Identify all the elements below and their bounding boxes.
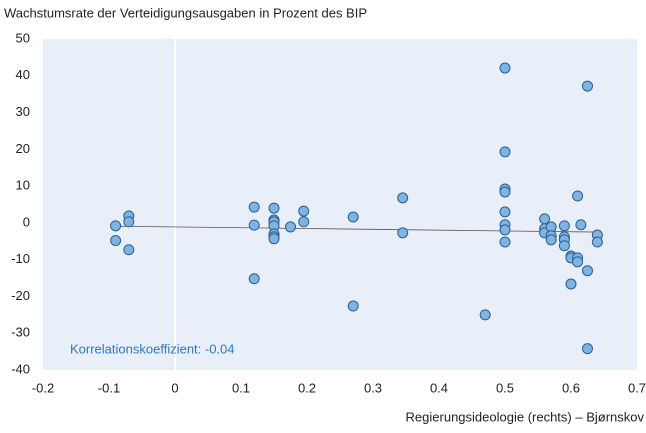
y-tick-label: -10 xyxy=(11,251,30,266)
point xyxy=(347,211,359,223)
point xyxy=(499,224,511,236)
x-axis-label: Regierungsideologie (rechts) – Bjørnskov xyxy=(406,409,645,424)
point xyxy=(479,309,491,321)
x-tick-label: 0 xyxy=(171,380,178,395)
x-tick-label: 0.6 xyxy=(562,380,580,395)
y-tick-label: -30 xyxy=(11,325,30,340)
y-tick-label: 20 xyxy=(16,141,30,156)
point xyxy=(545,234,557,246)
point xyxy=(397,192,409,204)
plot-area xyxy=(43,39,637,370)
point xyxy=(268,233,280,245)
point xyxy=(572,190,584,202)
point xyxy=(298,216,310,228)
y-tick-label: 40 xyxy=(16,67,30,82)
trendline xyxy=(115,225,598,233)
x-tick-label: 0.3 xyxy=(364,380,382,395)
y-tick-label: 10 xyxy=(16,178,30,193)
point xyxy=(539,213,551,225)
point xyxy=(499,146,511,158)
point xyxy=(499,62,511,74)
point xyxy=(123,216,135,228)
point xyxy=(248,201,260,213)
point xyxy=(558,240,570,252)
annotation: Korrelationskoeffizient: -0.04 xyxy=(70,341,235,356)
y-tick-label: 50 xyxy=(16,30,30,45)
point xyxy=(347,300,359,312)
point xyxy=(558,220,570,232)
chart-title: Wachstumsrate der Verteidigungsausgaben … xyxy=(4,5,367,20)
y-tick-label: -40 xyxy=(11,361,30,376)
point xyxy=(582,343,593,355)
x-tick-label: 0.2 xyxy=(298,380,316,395)
x-tick-label: -0.1 xyxy=(98,380,120,395)
x-tick-label: -0.2 xyxy=(32,380,54,395)
point xyxy=(591,236,603,248)
point xyxy=(268,202,280,214)
point xyxy=(565,278,577,290)
x-tick-label: 0.1 xyxy=(232,380,250,395)
point xyxy=(110,220,122,232)
x-tick-label: 0.5 xyxy=(496,380,514,395)
point xyxy=(298,205,310,217)
point xyxy=(397,227,409,239)
point xyxy=(582,265,593,277)
x-tick-label: 0.4 xyxy=(430,380,448,395)
point xyxy=(248,273,260,285)
x-tick-label: 0.7 xyxy=(628,380,646,395)
point xyxy=(123,244,135,256)
point xyxy=(575,219,587,231)
point xyxy=(572,256,584,268)
point xyxy=(110,235,122,247)
point xyxy=(248,219,260,231)
point xyxy=(499,206,511,218)
point xyxy=(499,186,511,198)
y-tick-label: -20 xyxy=(11,288,30,303)
point xyxy=(582,80,593,92)
point xyxy=(285,221,296,233)
y-tick-label: 30 xyxy=(16,104,30,119)
y-tick-label: 0 xyxy=(23,214,30,229)
point xyxy=(499,236,511,248)
